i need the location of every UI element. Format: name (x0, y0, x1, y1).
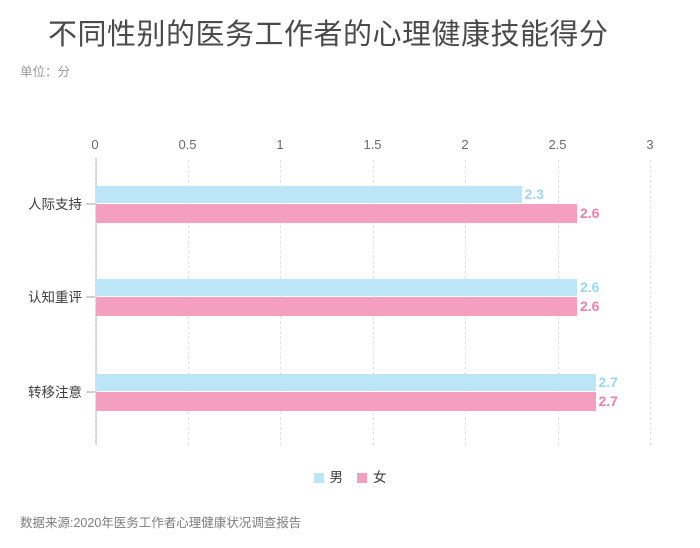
category-label: 认知重评 (28, 290, 82, 305)
chart-subtitle-unit: 单位：分 (20, 65, 71, 79)
legend-label: 男 (329, 470, 344, 485)
bar-男-认知重评[interactable] (96, 279, 577, 296)
x-tick-label: 0.5 (178, 137, 197, 152)
category-label: 转移注意 (28, 385, 82, 400)
chart-title: 不同性别的医务工作者的心理健康技能得分 (48, 19, 609, 51)
category-label: 人际支持 (28, 197, 82, 212)
category-tick-mark (86, 203, 95, 205)
legend-swatch-icon (313, 473, 324, 483)
bar-女-认知重评[interactable] (96, 297, 577, 316)
legend-swatch-icon (357, 473, 367, 483)
gridline-0 (95, 160, 96, 445)
legend-label: 女 (373, 470, 387, 485)
bar-女-人际支持[interactable] (96, 204, 577, 223)
x-tick-label: 1 (276, 137, 284, 152)
bar-value-label: 2.6 (580, 279, 600, 295)
bar-value-label: 2.3 (524, 186, 544, 202)
bar-男-人际支持[interactable] (96, 186, 522, 203)
bar-value-label: 2.7 (598, 393, 618, 409)
chart-legend: 男女 (0, 470, 700, 486)
bar-value-label: 2.7 (598, 374, 618, 390)
bar-男-转移注意[interactable] (96, 374, 596, 391)
x-tick-label: 1.5 (363, 137, 382, 152)
legend-item-女[interactable]: 女 (357, 470, 387, 486)
x-tick-label: 0 (91, 137, 99, 152)
legend-item-男[interactable]: 男 (313, 470, 344, 486)
category-tick-mark (86, 391, 95, 393)
gridline-3 (650, 160, 651, 445)
x-tick-label: 2 (461, 137, 469, 152)
bar-value-label: 2.6 (580, 205, 600, 221)
x-tick-label: 2.5 (548, 137, 567, 152)
bar-女-转移注意[interactable] (96, 392, 596, 411)
bar-value-label: 2.6 (580, 298, 600, 314)
x-tick-label: 3 (646, 137, 654, 152)
category-tick-mark (86, 296, 95, 298)
source-note: 数据来源:2020年医务工作者心理健康状况调查报告 (20, 516, 302, 530)
